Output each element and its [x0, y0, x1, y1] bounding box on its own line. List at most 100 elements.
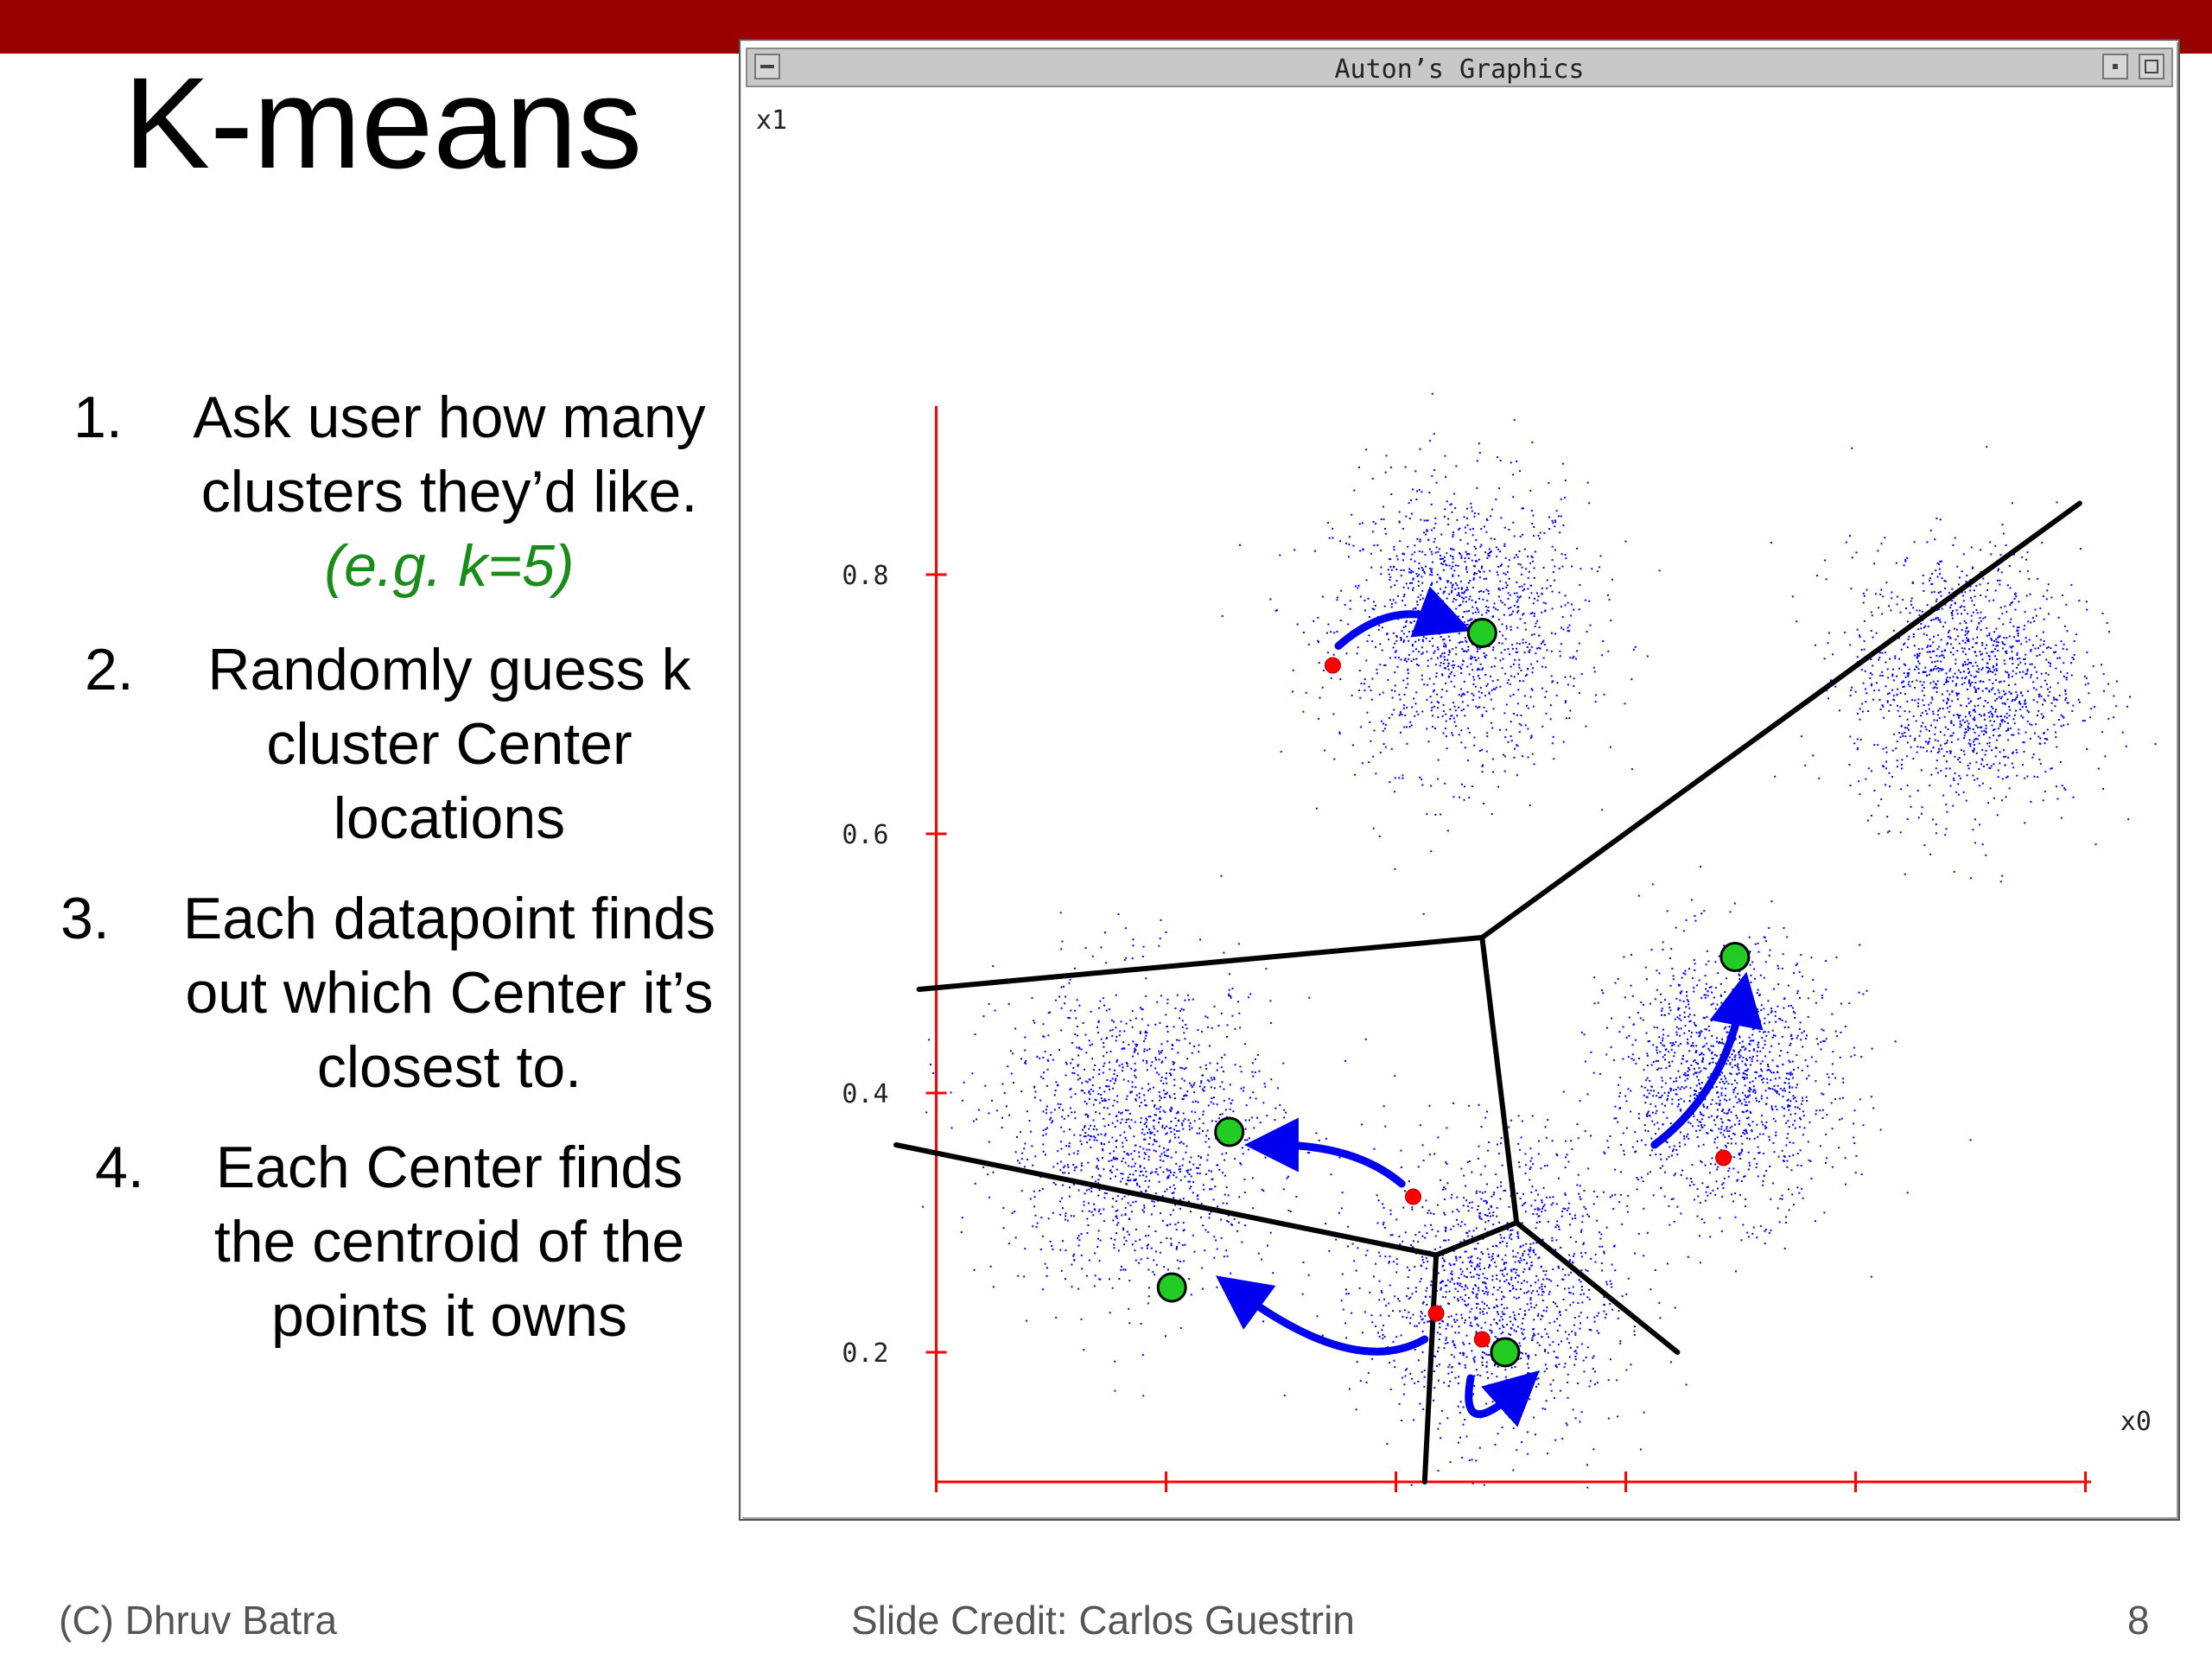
data-point [1920, 725, 1923, 728]
data-point [1698, 1035, 1700, 1038]
data-point [1997, 636, 1999, 639]
data-point [1707, 1116, 1710, 1119]
data-point [1991, 713, 1993, 715]
data-point [1640, 1176, 1643, 1179]
data-point [1527, 707, 1529, 709]
data-point [1716, 1037, 1718, 1039]
data-point [1677, 1027, 1680, 1030]
data-point [1986, 666, 1988, 669]
data-point [1680, 1174, 1682, 1177]
data-point [1533, 633, 1535, 636]
data-point [1471, 599, 1473, 601]
data-point [1993, 669, 1996, 671]
data-point [1454, 507, 1457, 510]
data-point [1177, 1221, 1179, 1224]
data-point [1103, 1192, 1106, 1194]
data-point [1791, 595, 1794, 598]
data-point [2038, 693, 2041, 696]
data-point [1753, 977, 1756, 980]
data-point [1478, 675, 1479, 677]
data-point [1023, 1166, 1026, 1168]
data-point [1488, 548, 1491, 550]
window-menu-button[interactable] [754, 54, 780, 79]
data-point [1845, 1183, 1847, 1185]
data-point [1176, 994, 1179, 996]
data-point [2057, 616, 2060, 619]
data-point [1929, 656, 1932, 658]
data-point [1729, 1127, 1732, 1129]
data-point [1748, 996, 1751, 999]
data-point [1124, 927, 1127, 930]
data-point [1902, 686, 1904, 688]
data-point [2008, 690, 2011, 693]
data-point [1792, 1097, 1795, 1100]
data-point [2036, 635, 2038, 638]
data-point [1242, 1153, 1244, 1155]
data-point [1511, 644, 1514, 646]
data-point [1745, 1205, 1746, 1208]
data-point [1966, 626, 1968, 629]
data-point [1771, 1088, 1774, 1090]
data-point [1961, 605, 1963, 607]
data-point [1261, 1258, 1262, 1261]
data-point [1522, 755, 1524, 758]
maximize-button[interactable] [2139, 54, 2164, 79]
data-point [1116, 1095, 1119, 1097]
data-point [1253, 1127, 1255, 1129]
data-point [1738, 1057, 1741, 1059]
data-point [1703, 1045, 1706, 1047]
data-point [1962, 600, 1965, 602]
data-point [1666, 1141, 1669, 1144]
data-point [1572, 657, 1574, 659]
data-point [1660, 1042, 1662, 1045]
data-point [1112, 1198, 1114, 1200]
data-point [2021, 556, 2024, 558]
minimize-button[interactable] [2102, 54, 2128, 79]
data-point [1494, 688, 1497, 690]
data-point [1717, 1187, 1719, 1190]
data-point [1125, 1109, 1127, 1111]
data-point [1472, 577, 1475, 580]
data-point [1533, 763, 1535, 766]
data-point [1936, 668, 1938, 671]
data-point [2025, 594, 2028, 597]
data-point [1666, 1116, 1669, 1119]
data-point [1155, 1263, 1158, 1266]
data-point [1560, 553, 1563, 556]
data-point [1782, 1090, 1784, 1091]
data-point [1870, 770, 1872, 772]
data-point [1421, 678, 1423, 681]
data-point [1121, 1118, 1123, 1121]
window-titlebar[interactable]: Auton’s Graphics [746, 48, 2173, 87]
data-point [1368, 685, 1370, 688]
data-point [1128, 1173, 1131, 1176]
data-point [1516, 582, 1518, 583]
data-point [1446, 597, 1448, 600]
data-point [1189, 1042, 1192, 1045]
data-point [1450, 715, 1452, 717]
data-point [1127, 1080, 1129, 1083]
data-point [1145, 1175, 1147, 1178]
data-point [1686, 995, 1688, 997]
data-point [1948, 670, 1951, 672]
data-point [1537, 535, 1540, 537]
data-point [1465, 507, 1468, 510]
data-point [1848, 1002, 1851, 1005]
data-point [1523, 588, 1525, 590]
data-point [1786, 1099, 1789, 1102]
data-point [1459, 553, 1462, 556]
data-point [1707, 960, 1710, 963]
data-point [1649, 1079, 1651, 1082]
data-point [1065, 1063, 1068, 1065]
data-point [1979, 823, 1981, 826]
data-point [1077, 1078, 1079, 1081]
data-point [1779, 1087, 1782, 1090]
data-point [1618, 1108, 1621, 1110]
data-point [1399, 711, 1402, 714]
data-point [1047, 1217, 1050, 1220]
data-point [2021, 695, 2024, 697]
data-point [1672, 1042, 1674, 1045]
data-point [1958, 692, 1960, 695]
data-point [1770, 542, 1772, 544]
data-point [1743, 1098, 1745, 1101]
